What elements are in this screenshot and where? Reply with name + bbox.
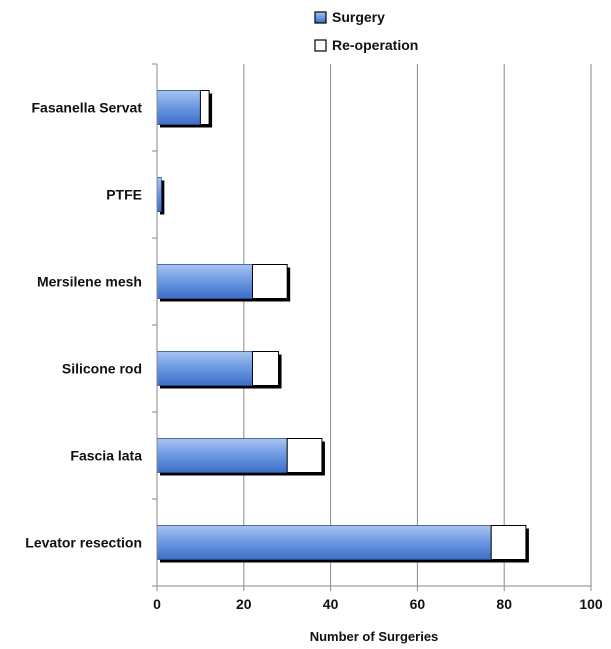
bar-reoperation [199, 90, 210, 125]
bar-surgery [156, 351, 253, 386]
category-label: Fasanella Servat [31, 100, 142, 116]
bar-reoperation [286, 438, 323, 473]
axes [152, 63, 592, 591]
legend-label-surgery: Surgery [332, 9, 385, 25]
bar-shadow [160, 180, 165, 215]
bar-surgery [156, 525, 492, 560]
bar-surgery [156, 264, 253, 299]
x-tick-label: 100 [579, 596, 603, 612]
tick-labels: 0 20 40 60 80 100 [153, 596, 603, 612]
x-axis-title: Number of Surgeries [310, 629, 439, 644]
category-label: Mersilene mesh [37, 274, 142, 290]
x-tick-label: 40 [323, 596, 339, 612]
bar-reoperation [490, 525, 527, 560]
legend-swatch-surgery [314, 11, 327, 24]
category-label: Silicone rod [62, 361, 142, 377]
x-tick-label: 80 [496, 596, 512, 612]
bar-surgery [156, 438, 288, 473]
legend-swatch-reoperation [314, 39, 327, 52]
bars [156, 90, 529, 563]
bar-reoperation [251, 351, 280, 386]
x-tick-label: 0 [153, 596, 161, 612]
category-labels: Fasanella Servat PTFE Mersilene mesh Silico… [25, 100, 142, 551]
legend: Surgery Re-operation [314, 9, 418, 53]
category-label: Levator resection [25, 535, 142, 551]
bar-surgery [156, 177, 162, 212]
legend-label-reoperation: Re-operation [332, 37, 418, 53]
x-tick-label: 60 [410, 596, 426, 612]
bar-surgery [156, 90, 201, 125]
grid [243, 64, 592, 586]
category-label: Fascia lata [70, 448, 142, 464]
category-label: PTFE [106, 187, 142, 203]
x-tick-label: 20 [236, 596, 252, 612]
bar-reoperation [251, 264, 288, 299]
